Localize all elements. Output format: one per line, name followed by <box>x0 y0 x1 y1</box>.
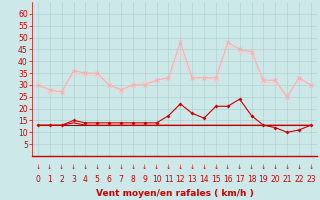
Text: ↓: ↓ <box>178 165 183 170</box>
Text: 22: 22 <box>294 175 304 184</box>
Text: 14: 14 <box>199 175 209 184</box>
Text: ↓: ↓ <box>142 165 147 170</box>
Text: ↓: ↓ <box>95 165 100 170</box>
Text: ↓: ↓ <box>273 165 278 170</box>
Text: 6: 6 <box>107 175 112 184</box>
Text: 19: 19 <box>259 175 268 184</box>
Text: 1: 1 <box>47 175 52 184</box>
Text: 18: 18 <box>247 175 256 184</box>
Text: ↓: ↓ <box>249 165 254 170</box>
Text: 13: 13 <box>188 175 197 184</box>
Text: 11: 11 <box>164 175 173 184</box>
Text: ↓: ↓ <box>59 165 64 170</box>
Text: 9: 9 <box>142 175 147 184</box>
Text: ↓: ↓ <box>154 165 159 170</box>
Text: 4: 4 <box>83 175 88 184</box>
Text: ↓: ↓ <box>118 165 124 170</box>
Text: ↓: ↓ <box>308 165 314 170</box>
Text: 3: 3 <box>71 175 76 184</box>
Text: ↓: ↓ <box>296 165 302 170</box>
Text: 7: 7 <box>119 175 124 184</box>
Text: 0: 0 <box>36 175 40 184</box>
Text: ↓: ↓ <box>261 165 266 170</box>
Text: ↓: ↓ <box>107 165 112 170</box>
Text: ↓: ↓ <box>237 165 242 170</box>
Text: 21: 21 <box>282 175 292 184</box>
Text: 20: 20 <box>270 175 280 184</box>
Text: 5: 5 <box>95 175 100 184</box>
Text: ↓: ↓ <box>130 165 135 170</box>
Text: 16: 16 <box>223 175 233 184</box>
Text: ↓: ↓ <box>71 165 76 170</box>
Text: ↓: ↓ <box>83 165 88 170</box>
Text: 2: 2 <box>59 175 64 184</box>
Text: 10: 10 <box>152 175 161 184</box>
Text: 8: 8 <box>131 175 135 184</box>
Text: 23: 23 <box>306 175 316 184</box>
Text: 15: 15 <box>211 175 221 184</box>
Text: ↓: ↓ <box>189 165 195 170</box>
Text: ↓: ↓ <box>35 165 41 170</box>
Text: ↓: ↓ <box>284 165 290 170</box>
Text: 17: 17 <box>235 175 244 184</box>
Text: 12: 12 <box>176 175 185 184</box>
Text: ↓: ↓ <box>166 165 171 170</box>
Text: ↓: ↓ <box>47 165 52 170</box>
Text: Vent moyen/en rafales ( km/h ): Vent moyen/en rafales ( km/h ) <box>96 189 253 198</box>
Text: ↓: ↓ <box>225 165 230 170</box>
Text: ↓: ↓ <box>202 165 207 170</box>
Text: ↓: ↓ <box>213 165 219 170</box>
